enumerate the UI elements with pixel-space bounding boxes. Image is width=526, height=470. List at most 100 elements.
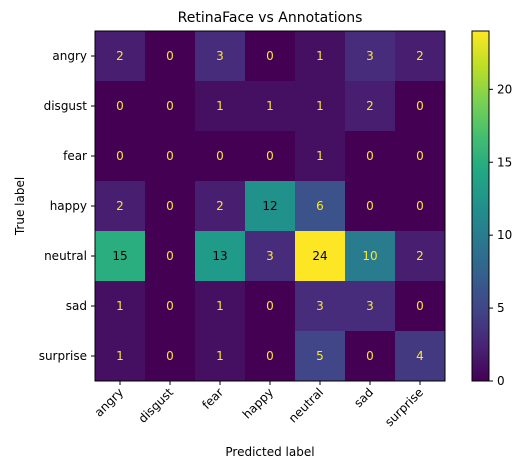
cell-value-label: 0 [366, 199, 374, 213]
cell-value-label: 2 [416, 249, 424, 263]
heatmap-cell [345, 231, 395, 281]
heatmap-cell [145, 181, 195, 231]
cell-value-label: 0 [266, 149, 274, 163]
colorbar-tick-label: 10 [497, 228, 512, 242]
heatmap-cell [295, 131, 345, 181]
cell-value-label: 3 [216, 49, 224, 63]
heatmap-cell [295, 281, 345, 331]
heatmap-cell [145, 81, 195, 131]
cell-value-label: 13 [212, 249, 227, 263]
heatmap-cell [195, 181, 245, 231]
cell-value-label: 1 [116, 349, 124, 363]
y-tick-label: neutral [44, 249, 87, 263]
cell-value-label: 4 [416, 349, 424, 363]
colorbar-tick-label: 15 [497, 155, 512, 169]
y-axis-ticks: angry disgust fear happy neutral sad surprise [39, 49, 95, 363]
heatmap-cell [345, 281, 395, 331]
cell-value-label: 0 [166, 299, 174, 313]
heatmap-cells [95, 31, 445, 381]
heatmap-cell [95, 331, 145, 381]
cell-value-label: 0 [116, 149, 124, 163]
heatmap-cell [195, 31, 245, 81]
heatmap-cell-labels: 2 0 3 0 1 3 20 0 1 1 1 2 00 0 0 0 1 0 02 0 2 12 6 0 015 0 13 3 24 10 2… [112, 49, 423, 363]
cell-value-label: 2 [366, 99, 374, 113]
x-axis-label: Predicted label [225, 445, 314, 459]
cell-value-label: 2 [216, 199, 224, 213]
heatmap-cell [395, 281, 445, 331]
heatmap-cell [195, 131, 245, 181]
heatmap-cell [245, 31, 295, 81]
cell-value-label: 0 [216, 149, 224, 163]
cell-value-label: 0 [166, 349, 174, 363]
x-tick-label: fear [199, 385, 226, 412]
x-tick-label: sad [351, 385, 376, 410]
cell-value-label: 1 [316, 99, 324, 113]
cell-value-label: 1 [316, 149, 324, 163]
cell-value-label: 2 [116, 199, 124, 213]
heatmap-cell [345, 181, 395, 231]
cell-value-label: 2 [416, 49, 424, 63]
heatmap-cell [95, 231, 145, 281]
heatmap-cell [95, 131, 145, 181]
cell-value-label: 1 [216, 349, 224, 363]
heatmap-cell [145, 331, 195, 381]
colorbar-tick-label: 0 [497, 374, 505, 388]
heatmap-cell [295, 231, 345, 281]
cell-value-label: 1 [316, 49, 324, 63]
chart-title: RetinaFace vs Annotations [178, 10, 363, 26]
cell-value-label: 0 [116, 99, 124, 113]
y-tick-label: sad [66, 299, 87, 313]
heatmap-cell [245, 281, 295, 331]
cell-value-label: 0 [416, 149, 424, 163]
x-tick-label: happy [240, 385, 276, 421]
cell-value-label: 0 [416, 299, 424, 313]
heatmap-cell [395, 331, 445, 381]
heatmap-cell [295, 331, 345, 381]
cell-value-label: 1 [116, 299, 124, 313]
colorbar-ticks: 0 5 10 15 20 [489, 82, 512, 388]
heatmap-cell [245, 181, 295, 231]
x-tick-label: angry [92, 385, 126, 419]
y-axis-label: True label [13, 177, 27, 236]
cell-value-label: 1 [266, 99, 274, 113]
heatmap-cell [145, 131, 195, 181]
heatmap-cell [245, 331, 295, 381]
heatmap-cell [195, 281, 245, 331]
cell-value-label: 0 [166, 149, 174, 163]
cell-value-label: 1 [216, 299, 224, 313]
heatmap-cell [295, 181, 345, 231]
colorbar-tick-label: 5 [497, 301, 505, 315]
cell-value-label: 0 [416, 99, 424, 113]
heatmap-cell [395, 181, 445, 231]
cell-value-label: 10 [362, 249, 377, 263]
y-tick-label: happy [50, 199, 87, 213]
heatmap-cell [395, 231, 445, 281]
heatmap-cell [295, 31, 345, 81]
heatmap-cell [95, 181, 145, 231]
heatmap-cell [345, 131, 395, 181]
heatmap-cell [95, 31, 145, 81]
heatmap-cell [245, 81, 295, 131]
cell-value-label: 0 [166, 199, 174, 213]
heatmap-cell [95, 81, 145, 131]
cell-value-label: 0 [166, 49, 174, 63]
colorbar [471, 30, 490, 382]
cell-value-label: 0 [166, 99, 174, 113]
cell-value-label: 2 [116, 49, 124, 63]
heatmap-cell [195, 81, 245, 131]
cell-value-label: 5 [316, 349, 324, 363]
cell-value-label: 0 [366, 349, 374, 363]
cell-value-label: 6 [316, 199, 324, 213]
cell-value-label: 0 [266, 349, 274, 363]
cell-value-label: 3 [366, 299, 374, 313]
cell-value-label: 0 [266, 49, 274, 63]
cell-value-label: 3 [316, 299, 324, 313]
heatmap-cell [395, 131, 445, 181]
x-axis-ticks: angry disgust fear happy neutral sad surprise [92, 381, 426, 429]
heatmap-cell [195, 231, 245, 281]
cell-value-label: 0 [366, 149, 374, 163]
x-tick-label: disgust [136, 385, 177, 426]
heatmap-cell [345, 31, 395, 81]
heatmap-cell [145, 281, 195, 331]
y-tick-label: surprise [39, 349, 87, 363]
